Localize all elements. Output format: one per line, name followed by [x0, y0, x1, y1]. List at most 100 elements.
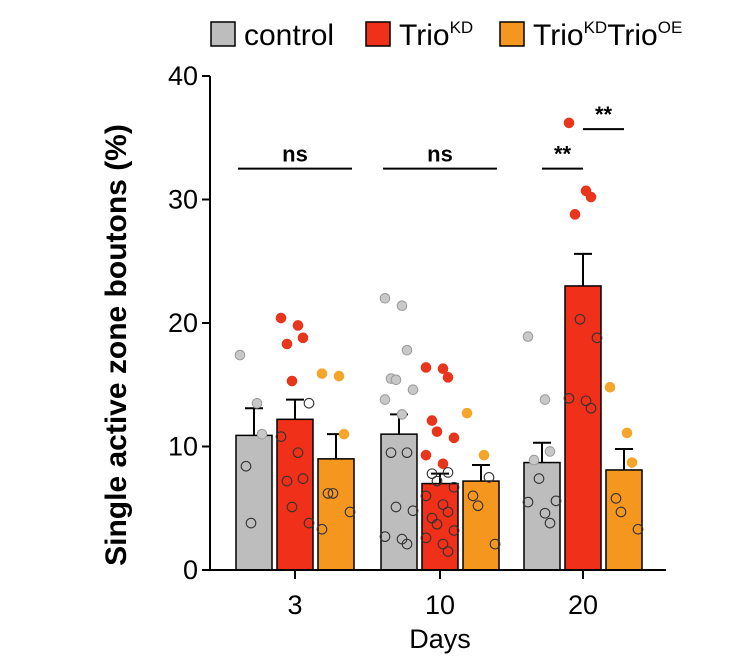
- data-point: [615, 506, 627, 518]
- y-tick-label: 40: [168, 61, 198, 91]
- significance-label: ns: [282, 142, 308, 167]
- data-point: [442, 372, 454, 383]
- data-point: [442, 546, 454, 557]
- data-point: [401, 344, 413, 356]
- data-point: [303, 517, 315, 529]
- data-point: [431, 475, 443, 487]
- data-point: [580, 395, 592, 407]
- legend-swatch: [365, 21, 391, 47]
- data-point: [478, 449, 490, 461]
- data-point: [550, 495, 562, 507]
- bar: [235, 434, 273, 571]
- data-point: [256, 428, 268, 440]
- data-point: [431, 518, 443, 530]
- data-point: [442, 467, 454, 478]
- chart-marks: [234, 117, 644, 571]
- data-point: [275, 431, 287, 442]
- data-point: [626, 457, 638, 468]
- data-point: [563, 392, 575, 404]
- data-point: [563, 117, 575, 129]
- y-tick-label: 0: [183, 555, 198, 585]
- data-point: [303, 397, 315, 409]
- y-tick-label: 20: [168, 308, 198, 338]
- data-point: [431, 426, 443, 437]
- significance-annotations: ns ns ** **: [238, 102, 624, 170]
- data-point: [292, 447, 304, 459]
- data-point: [569, 209, 581, 220]
- data-point: [281, 338, 293, 350]
- data-point: [489, 538, 501, 550]
- legend-swatch: [499, 21, 525, 47]
- data-point: [522, 331, 534, 342]
- data-point: [275, 312, 287, 324]
- x-axis-title: Days: [409, 624, 471, 654]
- data-point: [234, 349, 246, 361]
- legend-swatch: [210, 21, 236, 47]
- data-point: [379, 531, 391, 543]
- data-point: [401, 447, 413, 459]
- data-point: [461, 407, 473, 419]
- x-tick-label: 10: [425, 590, 455, 620]
- y-tick-label: 30: [168, 185, 198, 215]
- data-point: [437, 499, 449, 510]
- data-point: [390, 501, 402, 513]
- data-point: [610, 493, 622, 504]
- data-point: [245, 517, 257, 529]
- data-point: [442, 506, 454, 518]
- y-tick-label: 10: [168, 432, 198, 462]
- data-point: [338, 428, 350, 440]
- data-point: [539, 394, 551, 405]
- data-point: [426, 468, 438, 480]
- significance-label: **: [554, 142, 572, 167]
- legend-label: control: [244, 19, 334, 52]
- data-point: [539, 507, 551, 519]
- bar: [276, 418, 314, 571]
- data-point: [316, 368, 328, 379]
- data-point: [522, 496, 534, 508]
- data-point: [632, 523, 644, 535]
- data-point: [591, 332, 603, 344]
- data-point: [420, 449, 432, 461]
- data-point: [281, 475, 293, 487]
- data-point: [385, 447, 397, 459]
- axes: 0 10 20 30 40 3 10 20: [168, 61, 666, 620]
- bar: [564, 285, 602, 571]
- data-point: [322, 488, 334, 499]
- y-axis-title: Single active zone boutons (%): [100, 124, 133, 566]
- data-point: [528, 454, 540, 466]
- data-point: [396, 409, 408, 420]
- data-point: [621, 427, 633, 439]
- data-point: [297, 473, 309, 484]
- data-point: [379, 394, 391, 405]
- data-point: [396, 300, 408, 312]
- data-point: [344, 506, 356, 518]
- x-tick-label: 3: [287, 590, 302, 620]
- data-point: [533, 473, 545, 484]
- data-point: [574, 313, 586, 325]
- bar: [605, 469, 643, 571]
- data-point: [297, 332, 309, 344]
- significance-label: **: [595, 102, 613, 127]
- legend-label: TrioKD: [399, 18, 473, 52]
- legend-label: TrioKDTrioOE: [533, 18, 682, 52]
- data-point: [316, 523, 328, 535]
- data-point: [426, 415, 438, 426]
- x-tick-label: 20: [568, 590, 598, 620]
- data-point: [448, 525, 460, 536]
- bar: [317, 458, 355, 571]
- data-point: [448, 481, 460, 493]
- legend: control TrioKD TrioKDTrioOE: [210, 18, 682, 52]
- data-point: [401, 538, 413, 550]
- significance-label: ns: [427, 142, 453, 167]
- data-point: [379, 293, 391, 304]
- data-point: [420, 532, 432, 544]
- bar: [421, 482, 459, 571]
- data-point: [437, 458, 449, 470]
- data-point: [544, 446, 556, 457]
- data-point: [437, 538, 449, 550]
- data-point: [472, 500, 484, 512]
- data-point: [407, 384, 419, 395]
- data-point: [286, 501, 298, 513]
- bar: [462, 480, 500, 571]
